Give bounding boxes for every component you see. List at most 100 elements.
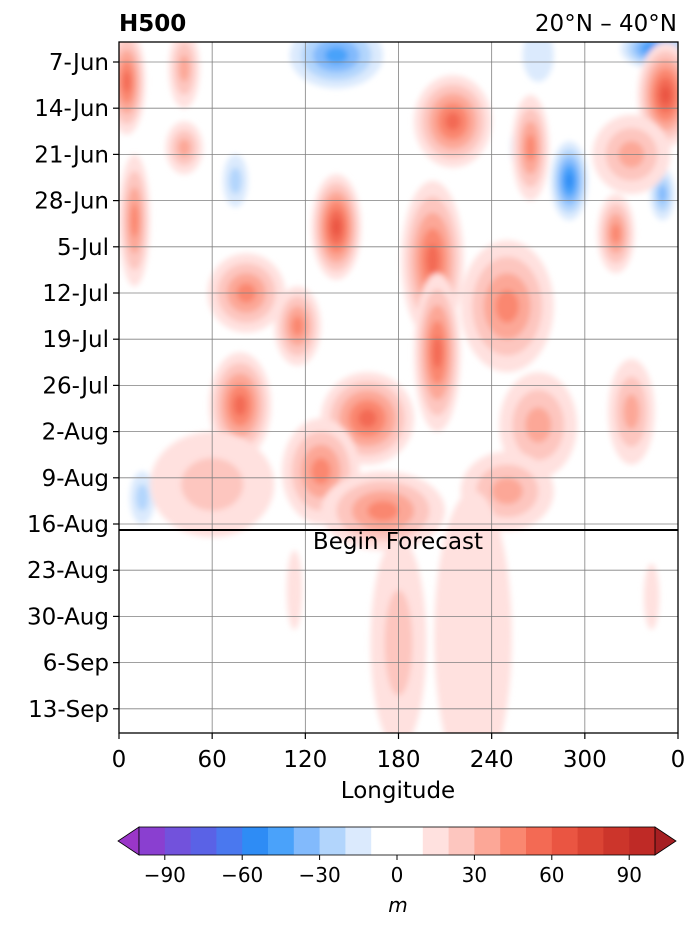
anomaly-19 <box>274 286 321 366</box>
anomaly-7 <box>129 471 155 524</box>
colorbar-segment <box>448 827 475 855</box>
anomaly-21 <box>460 240 554 373</box>
colorbar-segment <box>293 827 320 855</box>
anomaly-contour <box>495 289 519 323</box>
anomaly-contour <box>623 394 640 430</box>
y-tick-label: 7-Jun <box>49 50 109 76</box>
colorbar-segment <box>500 827 527 855</box>
anomaly-28 <box>608 359 655 465</box>
anomaly-contour <box>660 86 671 104</box>
anomaly-contour <box>565 172 574 189</box>
colorbar-segment <box>422 827 449 855</box>
y-tick-label: 6-Sep <box>43 651 109 677</box>
anomaly-5 <box>223 154 248 208</box>
anomaly-35 <box>643 563 660 630</box>
y-tick-label: 12-Jul <box>42 281 109 307</box>
anomaly-contour <box>130 203 139 237</box>
colorbar-under-arrow <box>117 826 140 856</box>
anomaly-2 <box>550 141 588 221</box>
y-tick-label: 13-Sep <box>28 697 109 723</box>
colorbar-segment <box>190 827 217 855</box>
colorbar-segment <box>603 827 630 855</box>
y-tick-label: 5-Jul <box>57 235 109 261</box>
y-tick-label: 9-Aug <box>42 466 109 492</box>
anomaly-34 <box>286 550 303 630</box>
colorbar <box>117 826 677 856</box>
colorbar-tick-label: −30 <box>298 863 340 887</box>
colorbar-segment <box>216 827 243 855</box>
colorbar-segment <box>577 827 604 855</box>
anomaly-contour <box>324 47 349 64</box>
anomaly-contour <box>179 55 190 82</box>
x-tick-label: 0 <box>112 747 127 773</box>
colorbar-ticks: −90 −60 −30 0 30 60 90 <box>144 855 642 887</box>
anomaly-1 <box>289 42 383 89</box>
colorbar-tick-label: 90 <box>616 863 641 887</box>
y-axis: 7-Jun 14-Jun 21-Jun 28-Jun 5-Jul 12-Jul 19-Jul… <box>27 50 119 723</box>
y-tick-label: 2-Aug <box>42 420 109 446</box>
y-tick-label: 19-Jul <box>42 327 109 353</box>
x-tick-label: 300 <box>563 747 607 773</box>
colorbar-segment <box>474 827 501 855</box>
anomaly-contour <box>233 394 247 416</box>
anomaly-contour <box>358 409 377 428</box>
y-tick-label: 30-Aug <box>27 604 109 630</box>
colorbar-unit-label: m <box>388 893 407 917</box>
forecast-label: Begin Forecast <box>313 529 483 555</box>
colorbar-segment <box>345 827 372 855</box>
colorbar-over-arrow <box>654 826 677 856</box>
anomaly-field <box>119 42 678 733</box>
region-label: 20°N – 40°N <box>535 11 677 37</box>
colorbar-segment <box>371 827 424 855</box>
y-tick-label: 16-Aug <box>27 512 109 538</box>
anomaly-contour <box>491 477 523 505</box>
anomaly-11 <box>168 42 200 109</box>
colorbar-segment <box>319 827 346 855</box>
colorbar-segment <box>164 827 191 855</box>
anomaly-contour <box>426 244 439 276</box>
anomaly-17 <box>401 180 464 340</box>
anomaly-12 <box>165 121 203 175</box>
colorbar-tick-label: 30 <box>462 863 487 887</box>
colorbar-segment <box>629 827 656 855</box>
anomaly-contour <box>311 458 331 485</box>
anomaly-20 <box>414 273 461 432</box>
anomaly-33 <box>434 491 512 733</box>
anomaly-27 <box>499 372 578 478</box>
anomaly-contour <box>525 407 552 443</box>
colorbar-tick-label: −60 <box>221 863 263 887</box>
y-tick-label: 26-Jul <box>42 373 109 399</box>
x-tick-label: 240 <box>470 747 514 773</box>
colorbar-segment <box>139 827 166 855</box>
anomaly-16 <box>311 174 362 280</box>
colorbar-segment <box>551 827 578 855</box>
anomaly-contour <box>611 223 621 244</box>
y-tick-label: 23-Aug <box>27 558 109 584</box>
anomaly-contour <box>658 185 667 203</box>
x-axis: 0 60 120 180 240 300 0 <box>112 733 686 773</box>
x-tick-label: 120 <box>283 747 327 773</box>
anomaly-contour <box>367 500 399 521</box>
anomaly-14 <box>511 95 550 201</box>
x-tick-label: 180 <box>377 747 421 773</box>
anomaly-13 <box>414 75 492 168</box>
anomaly-contour <box>229 167 242 194</box>
chart-title: H500 <box>119 11 186 37</box>
colorbar-tick-label: 60 <box>539 863 564 887</box>
anomaly-contour <box>136 484 149 511</box>
anomaly-contour <box>178 139 191 157</box>
anomaly-contour <box>286 550 303 630</box>
x-tick-label: 0 <box>671 747 686 773</box>
colorbar-segment <box>242 827 269 855</box>
anomaly-contour <box>291 316 304 336</box>
anomaly-contour <box>643 563 660 630</box>
gridlines <box>119 42 678 733</box>
colorbar-segment <box>268 827 295 855</box>
anomaly-22 <box>597 194 635 274</box>
x-axis-label: Longitude <box>341 778 455 804</box>
anomaly-23 <box>119 154 151 287</box>
y-tick-label: 21-Jun <box>34 142 109 168</box>
colorbar-tick-label: 0 <box>391 863 404 887</box>
anomaly-contour <box>434 491 512 733</box>
